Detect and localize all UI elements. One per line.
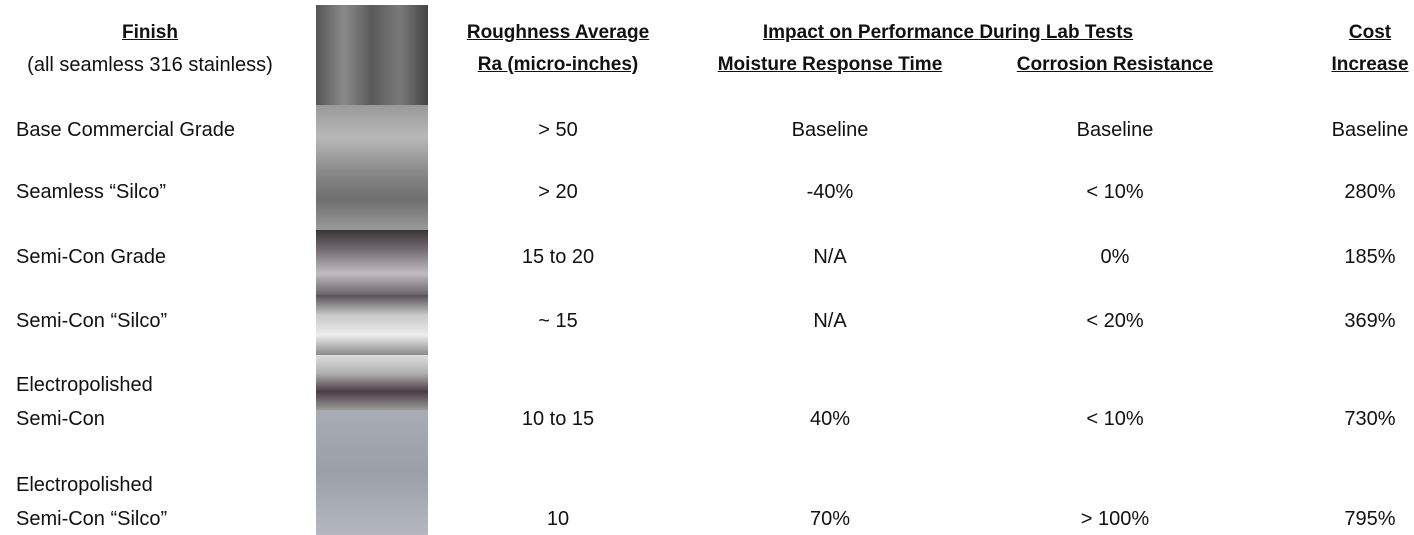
finish-name: Semi-Con “Silco” xyxy=(16,309,167,333)
cost: 730% xyxy=(1344,407,1395,431)
roughness: 10 to 15 xyxy=(522,407,594,431)
moisture: -40% xyxy=(807,180,854,204)
corrosion: < 20% xyxy=(1086,309,1143,333)
moisture: 70% xyxy=(810,507,850,531)
header-impact: Impact on Performance During Lab Tests xyxy=(763,21,1133,45)
page: Finish (all seamless 316 stainless) Roug… xyxy=(0,0,1414,535)
finish-name: Electropolished xyxy=(16,373,153,397)
finish-name: Semi-Con Grade xyxy=(16,245,166,269)
corrosion: Baseline xyxy=(1077,118,1154,142)
finish-name: Base Commercial Grade xyxy=(16,118,235,142)
roughness: > 50 xyxy=(538,118,577,142)
moisture: 40% xyxy=(810,407,850,431)
cost: Baseline xyxy=(1332,118,1409,142)
cost: 185% xyxy=(1344,245,1395,269)
header-roughness-unit: Ra (micro-inches) xyxy=(478,53,638,77)
finish-name: Semi-Con xyxy=(16,407,105,431)
header-cost: Cost xyxy=(1349,21,1391,45)
cost: 280% xyxy=(1344,180,1395,204)
header-finish: Finish xyxy=(122,21,178,45)
cost: 795% xyxy=(1344,507,1395,531)
cost: 369% xyxy=(1344,309,1395,333)
moisture: N/A xyxy=(813,309,846,333)
header-moisture: Moisture Response Time xyxy=(718,53,943,77)
finish-name: Electropolished xyxy=(16,473,153,497)
finish-name: Seamless “Silco” xyxy=(16,180,166,204)
roughness: > 20 xyxy=(538,180,577,204)
corrosion: < 10% xyxy=(1086,407,1143,431)
finish-samples-image xyxy=(316,5,428,535)
header-corrosion: Corrosion Resistance xyxy=(1017,53,1213,77)
corrosion: > 100% xyxy=(1081,507,1149,531)
roughness: 15 to 20 xyxy=(522,245,594,269)
roughness: ~ 15 xyxy=(538,309,577,333)
moisture: Baseline xyxy=(792,118,869,142)
header-roughness: Roughness Average xyxy=(467,21,649,45)
roughness: 10 xyxy=(547,507,569,531)
moisture: N/A xyxy=(813,245,846,269)
corrosion: < 10% xyxy=(1086,180,1143,204)
header-cost-2: Increase xyxy=(1331,53,1408,77)
header-finish-note: (all seamless 316 stainless) xyxy=(27,53,273,77)
finish-name: Semi-Con “Silco” xyxy=(16,507,167,531)
corrosion: 0% xyxy=(1101,245,1130,269)
